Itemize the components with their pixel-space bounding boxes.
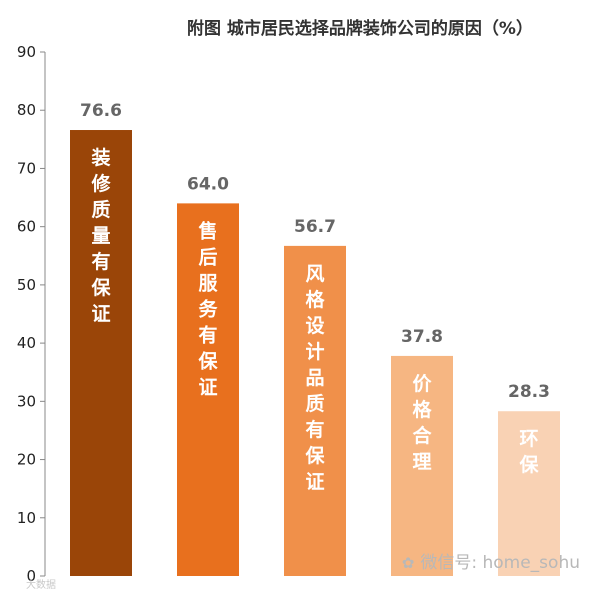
y-tick-label: 90 — [17, 43, 36, 61]
category-label: 风格设计品质有保证 — [304, 263, 325, 493]
y-tick-label: 0 — [26, 567, 36, 585]
y-tick-label: 10 — [17, 509, 36, 527]
watermark-text: 微信号: home_sohu — [420, 553, 580, 573]
y-tick-label: 60 — [17, 218, 36, 236]
data-label: 64.0 — [187, 174, 229, 194]
axis-layer: 0 10 20 30 40 50 60 70 80 90 — [17, 43, 46, 585]
category-label: 价格合理 — [412, 373, 432, 473]
chart-title: 附图 城市居民选择品牌装饰公司的原因（%） — [187, 19, 533, 39]
bar — [391, 355, 453, 576]
corner-watermark: 大数据 — [26, 580, 56, 591]
y-tick-label: 20 — [17, 451, 36, 469]
watermark: ✿ 微信号: home_sohu — [402, 548, 580, 573]
y-tick-label: 30 — [17, 392, 36, 410]
bar — [284, 245, 346, 576]
data-label: 28.3 — [508, 382, 550, 402]
y-tick-label: 50 — [17, 276, 36, 294]
bar — [177, 203, 239, 576]
bar — [498, 411, 560, 576]
category-label: 装修质量有保证 — [90, 146, 111, 325]
wechat-icon: ✿ — [401, 554, 415, 572]
bar — [70, 130, 132, 577]
y-tick-label: 40 — [17, 334, 36, 352]
data-label: 76.6 — [80, 101, 122, 121]
category-label: 售后服务有保证 — [197, 219, 218, 398]
data-label: 37.8 — [401, 327, 443, 347]
category-label: 环保 — [518, 428, 539, 476]
bars-layer: 76.6 装修质量有保证 64.0 售后服务有保证 56.7 风格设计品质有保证 37.8 价… — [70, 101, 560, 577]
data-label: 56.7 — [294, 217, 336, 237]
y-tick-label: 80 — [17, 101, 36, 119]
y-tick-label: 70 — [17, 159, 36, 177]
